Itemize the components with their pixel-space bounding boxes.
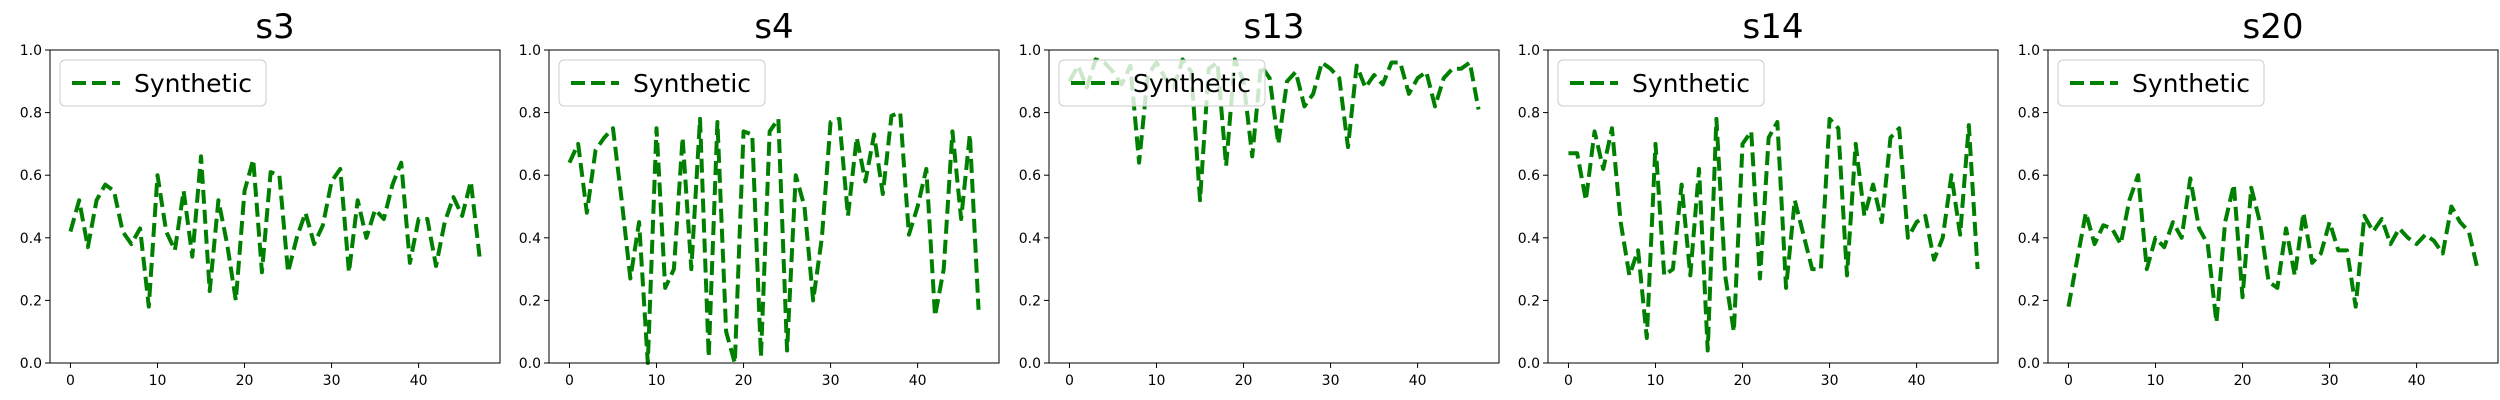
x-tick-label: 20 [1235, 373, 1253, 389]
y-tick-label: 0.6 [1518, 168, 1540, 184]
x-tick-label: 40 [2408, 373, 2426, 389]
x-tick-label: 30 [2321, 373, 2339, 389]
legend: Synthetic [2057, 59, 2265, 107]
y-tick-label: 0.4 [20, 231, 42, 247]
x-tick-label: 30 [1322, 373, 1340, 389]
series-line-1 [68, 154, 482, 309]
y-tick-label: 0.2 [519, 293, 541, 309]
chart-title: s13 [1244, 7, 1305, 47]
x-tick-label: 10 [1647, 373, 1665, 389]
legend-label: Synthetic [134, 69, 252, 98]
x-tick-label: 0 [1564, 373, 1573, 389]
legend-box [1058, 59, 1266, 107]
chart-title: s4 [754, 7, 793, 47]
y-tick-label: 0.2 [2018, 293, 2040, 309]
axes-frame [2047, 49, 2499, 364]
y-tick-label: 1.0 [20, 43, 42, 59]
x-tick-label: 10 [648, 373, 666, 389]
legend-label: Synthetic [2132, 69, 2250, 98]
y-tick-label: 0.4 [1518, 231, 1540, 247]
y-tick-label: 0.2 [1019, 293, 1041, 309]
y-tick-label: 0.6 [20, 168, 42, 184]
x-tick-label: 20 [2234, 373, 2252, 389]
x-tick-label: 0 [565, 373, 574, 389]
y-tick-label: 0.4 [1019, 231, 1041, 247]
subplot-3: 0 10 20 30 40 0.0 0.2 0.4 0.6 0.8 1.0 s13 Synthetic [1019, 7, 1500, 389]
y-tick-label: 0.0 [1019, 356, 1041, 372]
series-line-1 [567, 110, 981, 365]
y-tick-label: 0.8 [2018, 106, 2040, 122]
x-tick-label: 0 [2064, 373, 2073, 389]
y-tick-label: 0.8 [1019, 106, 1041, 122]
series-line-1 [1568, 116, 1980, 353]
subplot-4: 0 10 20 30 40 0.0 0.2 0.4 0.6 0.8 1.0 s14 Synthetic [1518, 7, 1999, 389]
axes-frame [1547, 49, 1999, 364]
y-tick-label: 0.6 [1019, 168, 1041, 184]
legend-box [558, 59, 766, 107]
legend: Synthetic [1557, 59, 1765, 107]
y-tick-label: 1.0 [1518, 43, 1540, 59]
legend-label: Synthetic [1632, 69, 1750, 98]
y-tick-label: 0.4 [2018, 231, 2040, 247]
series-line-1 [1067, 57, 1481, 203]
x-tick-label: 10 [1148, 373, 1166, 389]
legend-box [59, 59, 267, 107]
y-tick-label: 0.8 [1518, 106, 1540, 122]
chart-title: s14 [1743, 7, 1804, 47]
x-tick-label: 40 [410, 373, 428, 389]
y-tick-label: 0.6 [519, 168, 541, 184]
y-tick-label: 1.0 [519, 43, 541, 59]
legend-label: Synthetic [1133, 69, 1251, 98]
x-tick-label: 10 [2147, 373, 2165, 389]
legend-box [2057, 59, 2265, 107]
y-tick-label: 0.8 [20, 106, 42, 122]
x-tick-label: 20 [236, 373, 254, 389]
y-tick-label: 0.2 [20, 293, 42, 309]
axes-frame [49, 49, 501, 364]
axes-frame [548, 49, 1000, 364]
x-tick-label: 0 [66, 373, 75, 389]
y-tick-label: 0.4 [519, 231, 541, 247]
x-tick-label: 20 [1734, 373, 1752, 389]
x-tick-label: 30 [822, 373, 840, 389]
chart-title: s3 [255, 7, 294, 47]
y-tick-label: 0.0 [519, 356, 541, 372]
legend-label: Synthetic [633, 69, 751, 98]
x-tick-label: 30 [323, 373, 341, 389]
y-tick-label: 0.0 [1518, 356, 1540, 372]
y-tick-label: 0.2 [1518, 293, 1540, 309]
legend: Synthetic [1058, 59, 1266, 107]
legend: Synthetic [558, 59, 766, 107]
series-line-1 [2066, 173, 2480, 325]
y-tick-label: 0.6 [2018, 168, 2040, 184]
y-tick-label: 0.0 [2018, 356, 2040, 372]
x-tick-label: 30 [1821, 373, 1839, 389]
subplot-5: 0 10 20 30 40 0.0 0.2 0.4 0.6 0.8 1.0 s20 Synthetic [2018, 7, 2499, 389]
legend: Synthetic [59, 59, 267, 107]
x-tick-label: 20 [735, 373, 753, 389]
x-tick-label: 40 [1409, 373, 1427, 389]
x-tick-label: 0 [1065, 373, 1074, 389]
legend-box [1557, 59, 1765, 107]
y-tick-label: 0.8 [519, 106, 541, 122]
y-tick-label: 0.0 [20, 356, 42, 372]
x-tick-label: 40 [1908, 373, 1926, 389]
axes-frame [1048, 49, 1500, 364]
x-tick-label: 10 [149, 373, 167, 389]
y-tick-label: 1.0 [2018, 43, 2040, 59]
x-tick-label: 40 [909, 373, 927, 389]
y-tick-label: 1.0 [1019, 43, 1041, 59]
chart-title: s20 [2243, 7, 2304, 47]
